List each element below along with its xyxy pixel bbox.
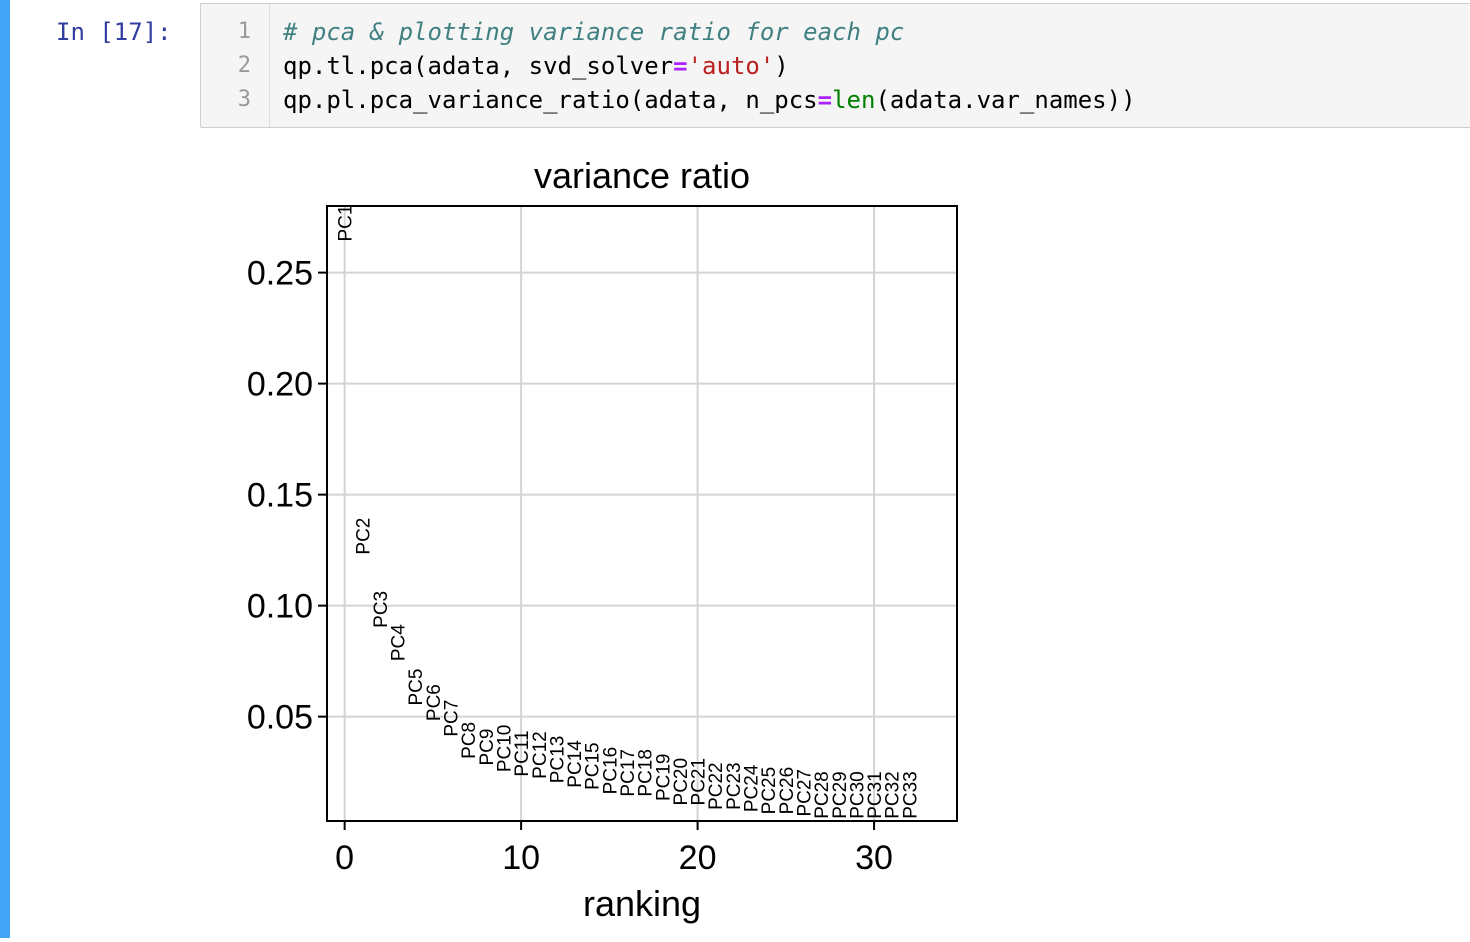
point-label-pc22: PC22: [706, 762, 727, 810]
point-label-pc16: PC16: [600, 747, 621, 795]
point-label-pc27: PC27: [794, 769, 815, 817]
plot-frame: [326, 205, 958, 822]
x-tick-label: 30: [855, 839, 893, 877]
y-tick-label: 0.15: [247, 477, 313, 515]
point-label-pc4: PC4: [389, 624, 410, 661]
point-label-pc18: PC18: [636, 749, 657, 797]
y-tick-label: 0.20: [247, 366, 313, 404]
point-label-pc30: PC30: [847, 771, 868, 819]
point-label-pc11: PC11: [512, 730, 533, 776]
x-tick-label: 10: [502, 839, 540, 877]
point-label-pc33: PC33: [900, 771, 921, 819]
grid: [327, 206, 957, 821]
point-label-pc26: PC26: [777, 767, 798, 815]
code-token: # pca & plotting variance ratio for each…: [283, 18, 905, 46]
x-tick-label: 0: [335, 839, 354, 877]
point-label-pc7: PC7: [442, 700, 463, 737]
point-label-pc32: PC32: [883, 771, 904, 819]
point-label-pc3: PC3: [371, 591, 392, 628]
point-label-pc20: PC20: [671, 758, 692, 806]
point-label-pc8: PC8: [459, 722, 480, 759]
code-line: qp.pl.pca_variance_ratio(adata, n_pcs=le…: [283, 86, 1136, 114]
point-label-pc14: PC14: [565, 740, 586, 788]
point-label-pc15: PC15: [583, 742, 604, 790]
x-tick-label: 20: [679, 839, 717, 877]
cell-output: PC1 PC2 PC3 PC4 PC5 PC6 PC7 PC8 PC9 PC10 PC11 PC12 P…: [200, 140, 1020, 938]
code-token: =: [817, 86, 833, 114]
code-cell-editor[interactable]: 1 2 3 # pca & plotting variance ratio for …: [200, 3, 1470, 128]
code-token: qp.pl.pca_variance_ratio(adata, n_pcs: [283, 86, 818, 114]
point-label-pc12: PC12: [530, 731, 551, 779]
code-token: ): [774, 52, 789, 80]
y-tick-label: 0.10: [247, 588, 313, 626]
line-number: 1: [237, 19, 251, 44]
line-number: 2: [237, 53, 251, 78]
point-label-pc2: PC2: [353, 518, 374, 555]
y-tick-label: 0.05: [247, 699, 313, 737]
point-label-pc5: PC5: [406, 669, 427, 706]
code-token: qp.tl.pca(adata, svd_solver: [283, 52, 674, 80]
point-label-pc10: PC10: [494, 725, 515, 773]
code-token: 'auto': [687, 52, 775, 80]
cell-prompt: In [17]:: [56, 18, 172, 46]
point-label-pc1: PC1: [336, 205, 357, 242]
point-label-pc23: PC23: [724, 762, 745, 810]
axis-ticks: 0 10 20 30 0.05 0.10 0.15 0.20 0.25: [247, 255, 893, 877]
line-number-gutter: 1 2 3: [201, 4, 270, 127]
point-label-pc24: PC24: [742, 764, 763, 812]
point-label-pc29: PC29: [830, 771, 851, 819]
code-token: len: [832, 86, 876, 114]
point-label-pc25: PC25: [759, 767, 780, 815]
point-label-pc21: PC21: [689, 758, 710, 806]
active-cell-indicator: [0, 0, 10, 938]
chart-title: variance ratio: [534, 155, 750, 196]
point-label-pc17: PC17: [618, 749, 639, 797]
point-label-pc31: PC31: [865, 771, 886, 819]
point-label-pc6: PC6: [424, 684, 445, 721]
point-label-pc9: PC9: [477, 729, 498, 766]
code-token: (adata.var_names)): [875, 86, 1136, 114]
code-line: # pca & plotting variance ratio for each…: [283, 18, 904, 46]
variance-ratio-chart: PC1PC2PC3PC4PC5PC6PC7PC8PC9PC10PC11PC12P…: [247, 155, 958, 924]
code-token: =: [673, 52, 688, 80]
code-line: qp.tl.pca(adata, svd_solver='auto'): [283, 52, 789, 80]
line-number: 3: [237, 87, 251, 112]
point-label-pc13: PC13: [547, 736, 568, 784]
x-axis-label: ranking: [583, 883, 701, 924]
point-labels: PC1PC2PC3PC4PC5PC6PC7PC8PC9PC10PC11PC12P…: [336, 205, 922, 819]
point-label-pc19: PC19: [653, 753, 674, 801]
y-tick-label: 0.25: [247, 255, 313, 293]
point-label-pc28: PC28: [812, 771, 833, 819]
